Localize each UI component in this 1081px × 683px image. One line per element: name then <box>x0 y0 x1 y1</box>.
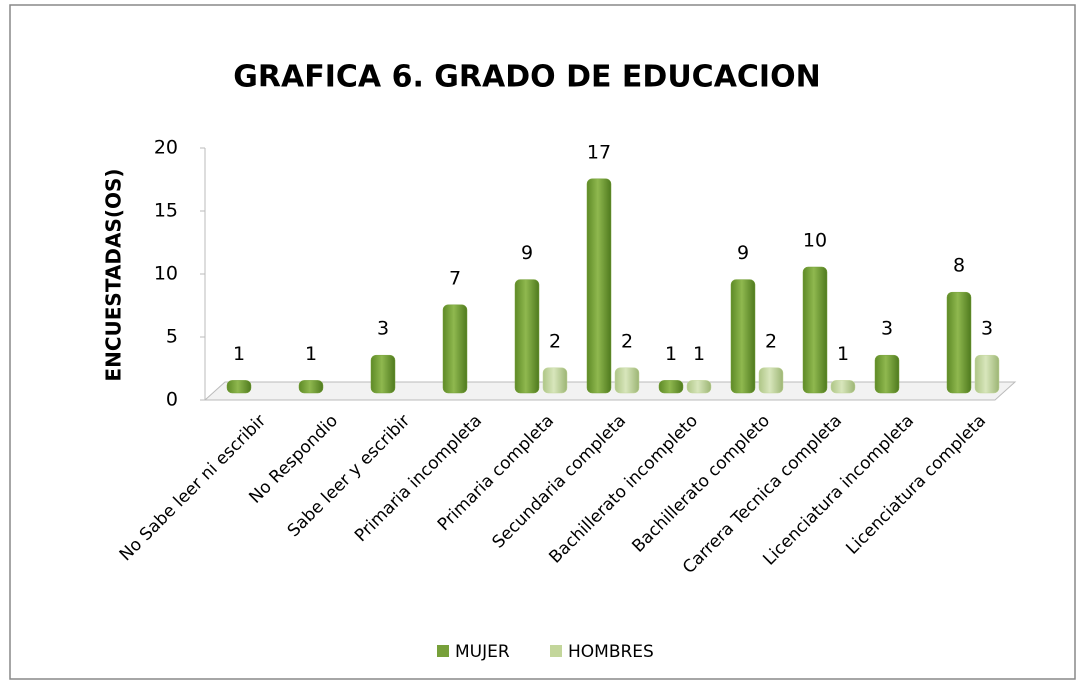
legend-label: HOMBRES <box>568 642 654 662</box>
legend-label: MUJER <box>455 642 510 662</box>
bar <box>686 380 712 394</box>
bar <box>658 380 684 394</box>
bar <box>442 304 468 394</box>
data-label: 8 <box>953 255 965 277</box>
bar <box>614 367 640 394</box>
y-tick-label: 15 <box>154 200 178 222</box>
data-label: 9 <box>737 242 749 264</box>
bar <box>226 380 252 394</box>
data-label: 7 <box>449 267 461 289</box>
bar <box>298 380 324 394</box>
y-tick-label: 20 <box>154 137 178 159</box>
bar <box>730 279 756 394</box>
data-label: 10 <box>803 230 827 252</box>
data-label: 1 <box>837 343 849 365</box>
y-axis-label: ENCUESTADAS(OS) <box>102 168 126 381</box>
data-label: 1 <box>305 343 317 365</box>
data-label: 2 <box>765 330 777 352</box>
y-tick-label: 10 <box>154 263 178 285</box>
data-label: 3 <box>981 318 993 340</box>
data-label: 1 <box>233 343 245 365</box>
data-label: 1 <box>693 343 705 365</box>
bar <box>758 367 784 394</box>
data-label: 17 <box>587 141 611 163</box>
bar <box>370 354 396 394</box>
bar <box>802 266 828 394</box>
data-label: 2 <box>549 330 561 352</box>
data-label: 3 <box>881 318 893 340</box>
chart-border <box>9 4 1076 680</box>
bar <box>514 279 540 394</box>
bar <box>586 178 612 394</box>
chart-title: GRAFICA 6. GRADO DE EDUCACION <box>233 60 820 95</box>
y-tick-label: 5 <box>166 326 178 348</box>
data-label: 1 <box>665 343 677 365</box>
bar <box>974 354 1000 394</box>
bar <box>946 291 972 394</box>
data-label: 3 <box>377 318 389 340</box>
bar <box>542 367 568 394</box>
legend-swatch <box>437 645 449 657</box>
bar <box>874 354 900 394</box>
legend-swatch <box>550 645 562 657</box>
data-label: 2 <box>621 330 633 352</box>
y-tick-label: 0 <box>166 389 178 411</box>
data-label: 9 <box>521 242 533 264</box>
bar <box>830 380 856 394</box>
